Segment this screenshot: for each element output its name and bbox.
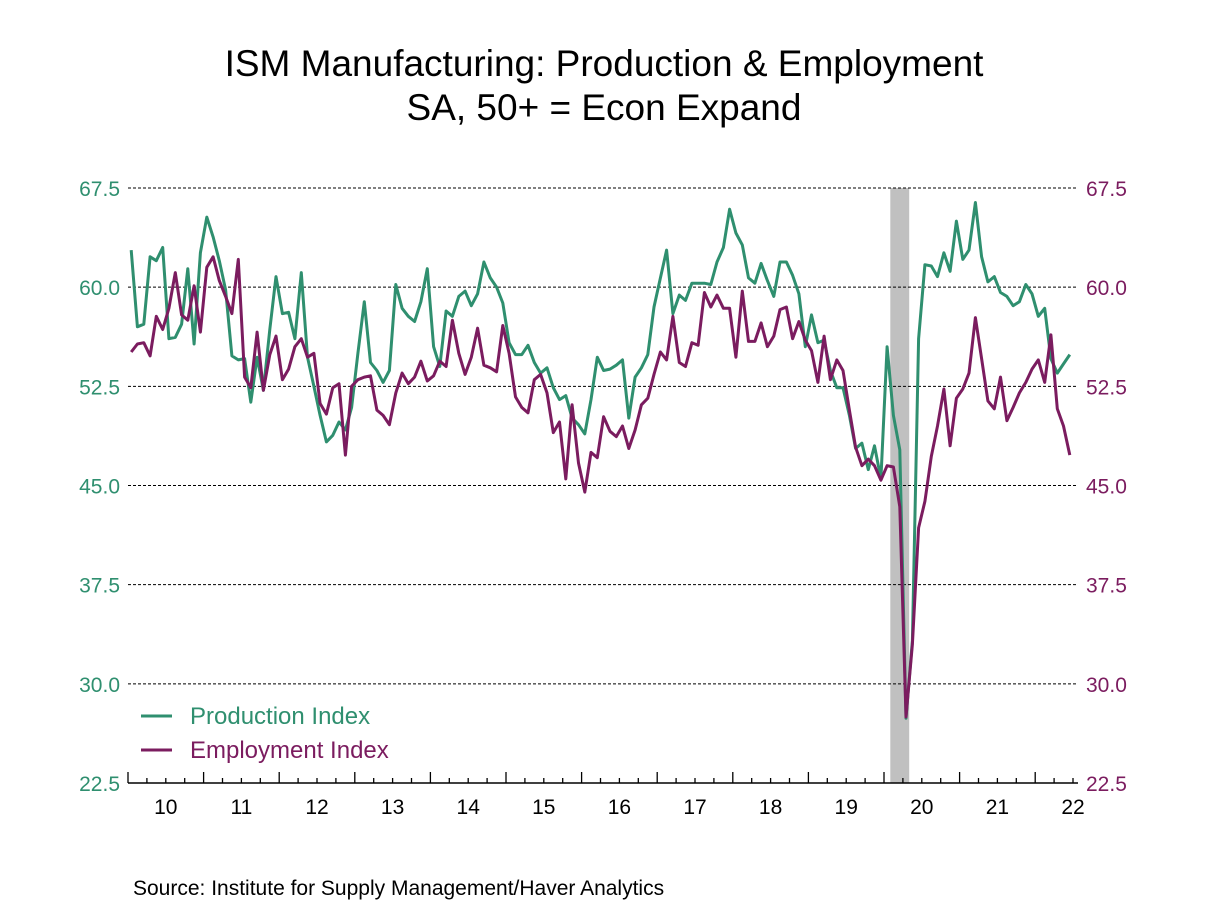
- left-y-tick-label: 22.5: [79, 773, 120, 796]
- right-y-tick-label: 45.0: [1086, 476, 1127, 499]
- x-tick-label: 17: [683, 796, 706, 819]
- x-tick-label: 13: [381, 796, 404, 819]
- employment-index-line: [130, 255, 1072, 719]
- left-y-tick-label: 60.0: [79, 277, 120, 300]
- right-y-tick-label: 37.5: [1086, 575, 1127, 598]
- gridlines: [128, 187, 1078, 685]
- x-tick-label: 20: [910, 796, 933, 819]
- right-y-tick-label: 60.0: [1086, 277, 1127, 300]
- right-y-tick-label: 52.5: [1086, 376, 1127, 399]
- x-tick-label: 12: [305, 796, 328, 819]
- x-tick-label: 21: [986, 796, 1009, 819]
- legend-label: Employment Index: [190, 737, 389, 764]
- x-tick-label: 22: [1061, 796, 1084, 819]
- x-tick-label: 19: [835, 796, 858, 819]
- right-y-tick-label: 67.5: [1086, 178, 1127, 201]
- x-tick-label: 16: [608, 796, 631, 819]
- left-y-tick-label: 45.0: [79, 476, 120, 499]
- source-note: Source: Institute for Supply Management/…: [133, 877, 664, 900]
- right-y-axis: 22.5 30.0 37.5 45.0 52.5 60.0 67.5: [1086, 178, 1127, 796]
- left-y-tick-label: 30.0: [79, 674, 120, 697]
- left-y-tick-label: 37.5: [79, 575, 120, 598]
- x-tick-label: 11: [230, 796, 252, 819]
- left-y-axis: 22.5 30.0 37.5 45.0 52.5 60.0 67.5: [79, 178, 120, 796]
- right-y-tick-label: 22.5: [1086, 773, 1127, 796]
- legend-label: Production Index: [190, 703, 370, 730]
- x-tick-label: 15: [532, 796, 555, 819]
- x-tick-label: 18: [759, 796, 782, 819]
- chart-subtitle: SA, 50+ = Econ Expand: [407, 87, 802, 128]
- left-y-tick-label: 67.5: [79, 178, 120, 201]
- legend: Production Index Employment Index: [141, 703, 389, 764]
- series-lines: [129, 201, 1072, 720]
- x-axis: 10 11 12 13 14 15 16 17 18 19 20 21 22: [127, 772, 1085, 819]
- chart-title: ISM Manufacturing: Production & Employme…: [225, 43, 985, 84]
- left-y-tick-label: 52.5: [79, 376, 120, 399]
- production-index-line: [129, 201, 1072, 720]
- x-tick-label: 14: [457, 796, 481, 819]
- right-y-tick-label: 30.0: [1086, 674, 1127, 697]
- x-tick-label: 10: [154, 796, 177, 819]
